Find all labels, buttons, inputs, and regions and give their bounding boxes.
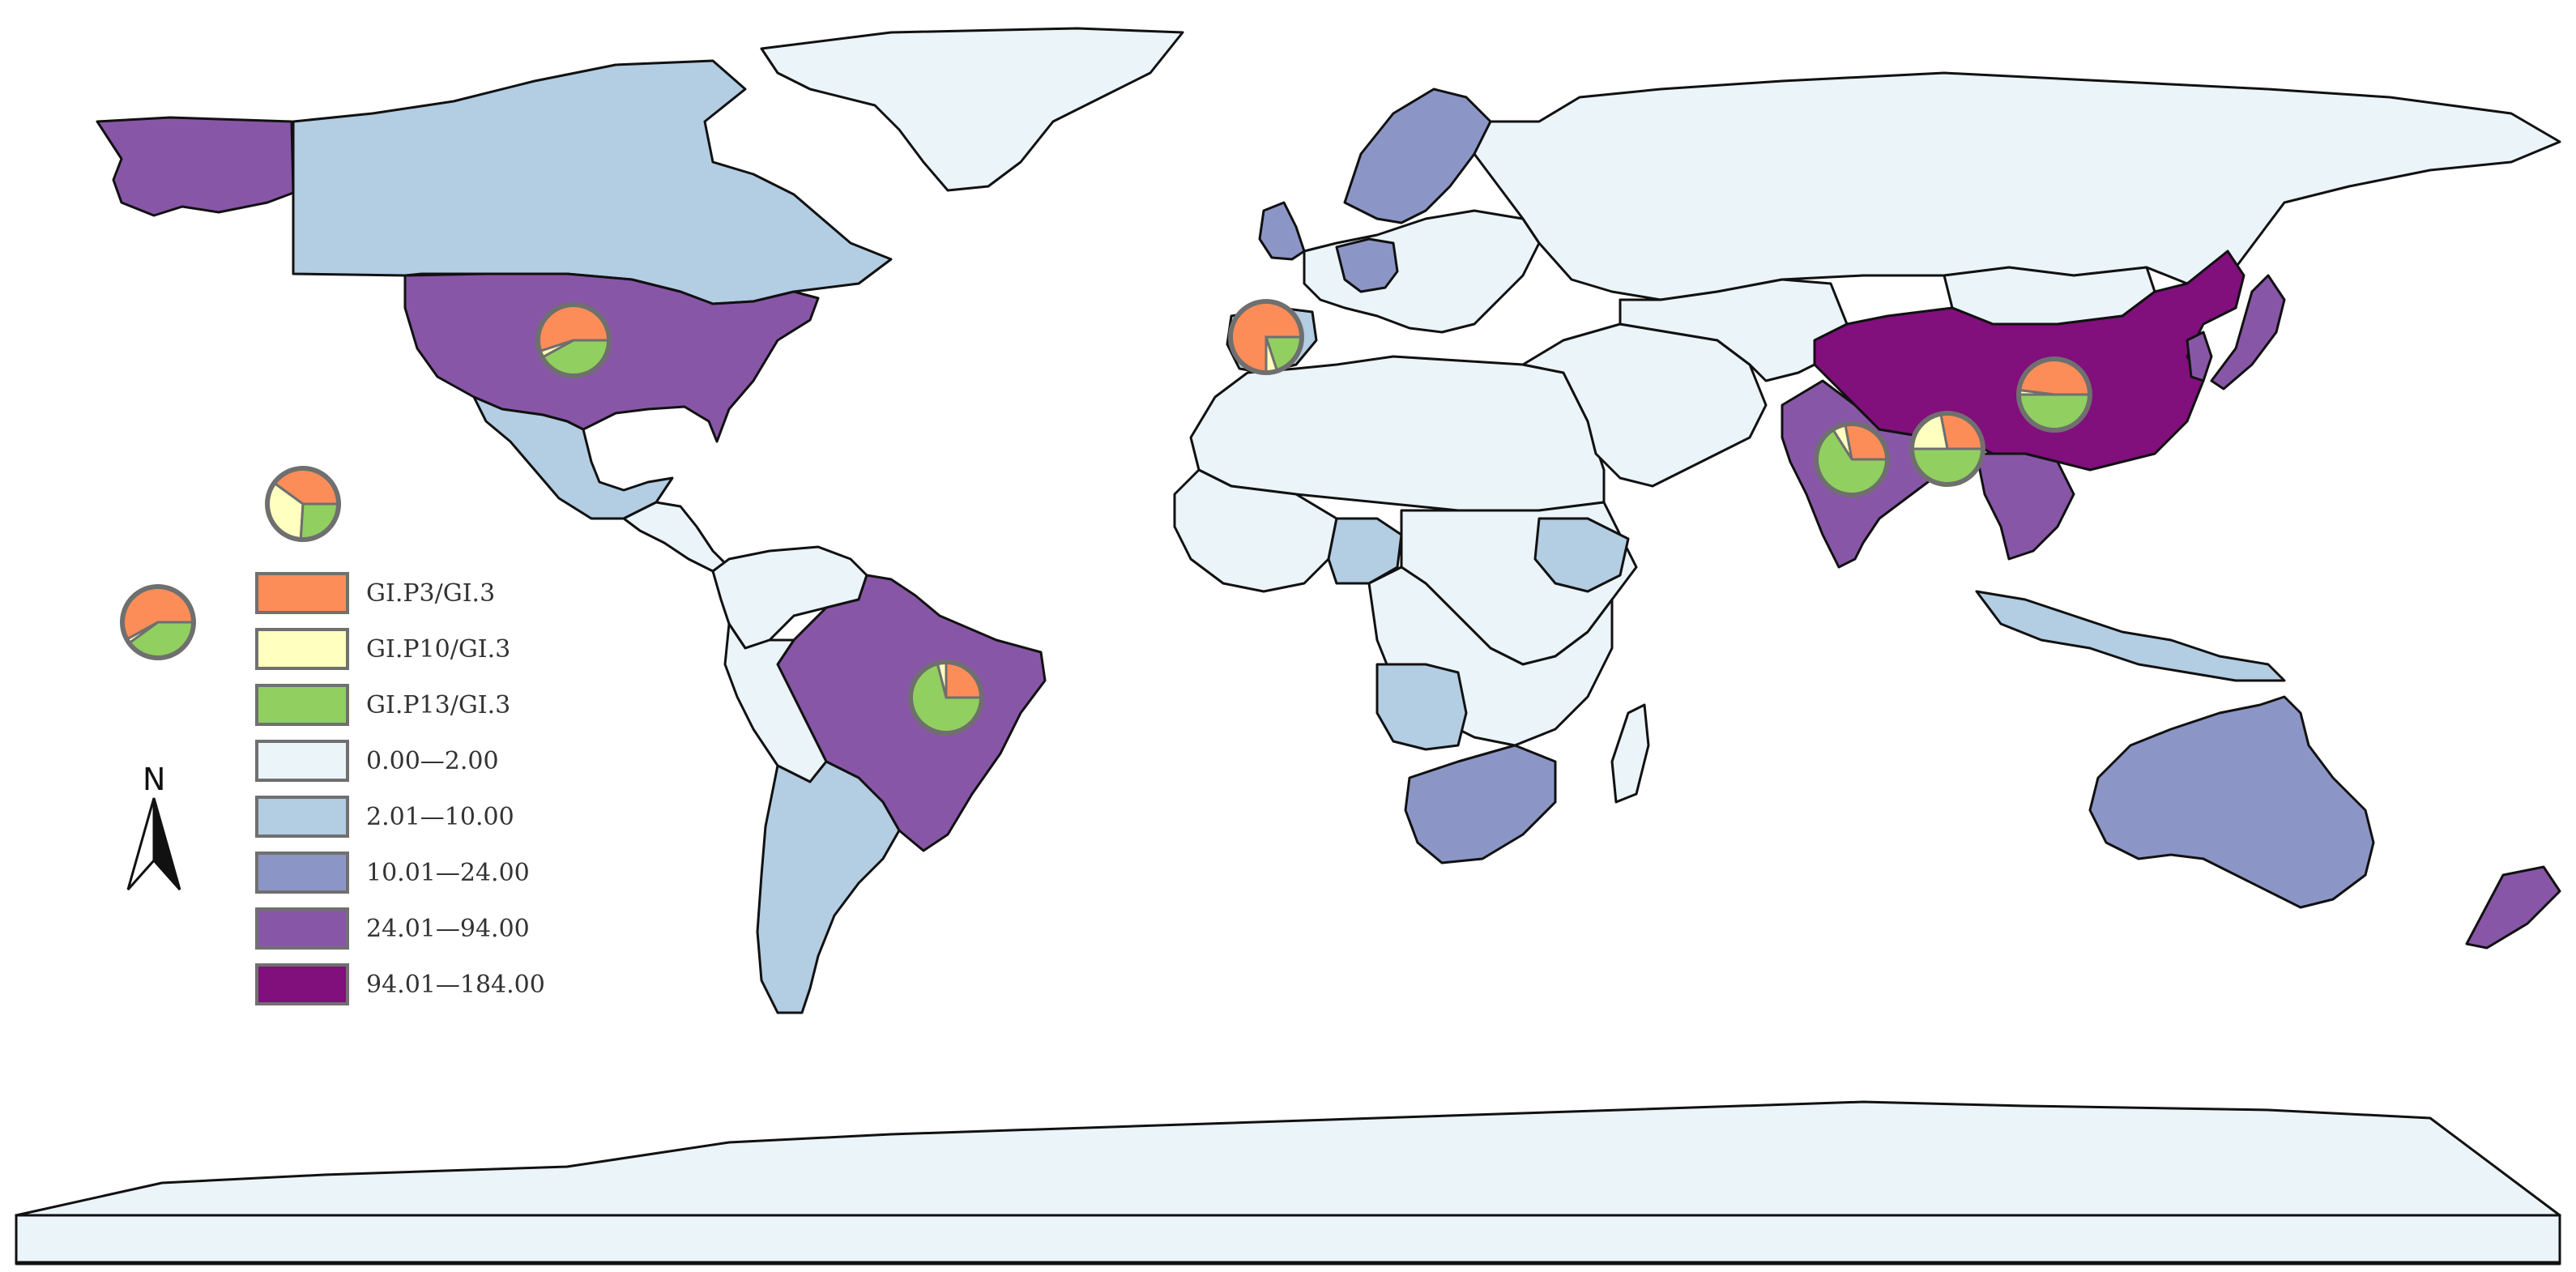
region-north-africa [1189,355,1606,512]
legend-swatch [255,852,349,894]
pie-legend-2 [120,584,196,660]
legend-swatch [255,628,349,670]
legend-label: 24.01—94.00 [366,915,530,943]
legend-label: 2.01—10.00 [366,803,514,831]
legend-swatch [255,572,349,614]
pie-usa [535,302,612,378]
pie-layer [120,299,2092,736]
map-bottom-frame [15,1214,2561,1264]
region-uk [1258,201,1306,261]
region-germany [1335,237,1399,293]
legend-label: GI.P10/GI.3 [366,635,510,664]
region-alaska [96,116,295,217]
north-arrow-label: N [143,762,165,797]
region-south-africa [1404,744,1557,864]
legend-label: GI.P13/GI.3 [366,691,510,719]
pie-india [1814,421,1890,497]
region-greenland [760,27,1184,192]
pie-bangladesh [1909,411,1985,487]
region-new-zealand [2465,865,2561,950]
region-mexico [472,395,674,520]
legend: GI.P3/GI.3 GI.P10/GI.3 GI.P13/GI.3 0.00—… [255,572,545,1005]
region-ethiopia [1533,517,1630,593]
north-arrow-right-icon [152,797,181,890]
pie-brazil [908,659,984,736]
legend-swatch [255,907,349,950]
pie-outline [120,584,196,660]
legend-label: GI.P3/GI.3 [366,579,495,608]
region-madagascar [1610,703,1650,804]
legend-label: 94.01—184.00 [366,971,545,999]
region-korea [2186,331,2213,382]
legend-label: 10.01—24.00 [366,859,530,887]
region-australia [2088,695,2375,909]
pie-legend-1 [265,466,341,542]
pie-outline [2016,356,2092,433]
legend-swatch [255,740,349,782]
north-arrow: N [126,762,181,890]
legend-swatch [255,684,349,726]
legend-swatch [255,963,349,1005]
region-angola-zambia [1375,663,1468,751]
pie-outline [265,466,341,542]
land-layer [15,27,2561,1266]
region-west-africa [1173,468,1338,593]
legend-label: 0.00—2.00 [366,747,499,775]
region-southeast-asia [1975,452,2075,561]
region-peru-bolivia [723,622,828,783]
region-japan [2210,274,2286,391]
pie-china [2016,356,2092,433]
pie-outline [908,659,984,736]
pie-spain [1228,299,1304,375]
pie-outline [1814,421,1890,497]
region-argentina-chile [756,760,901,1014]
region-indonesia [1975,590,2286,682]
pie-outline [1228,299,1304,375]
pie-outline [535,302,612,378]
legend-swatch [255,796,349,838]
pie-outline [1909,411,1985,487]
